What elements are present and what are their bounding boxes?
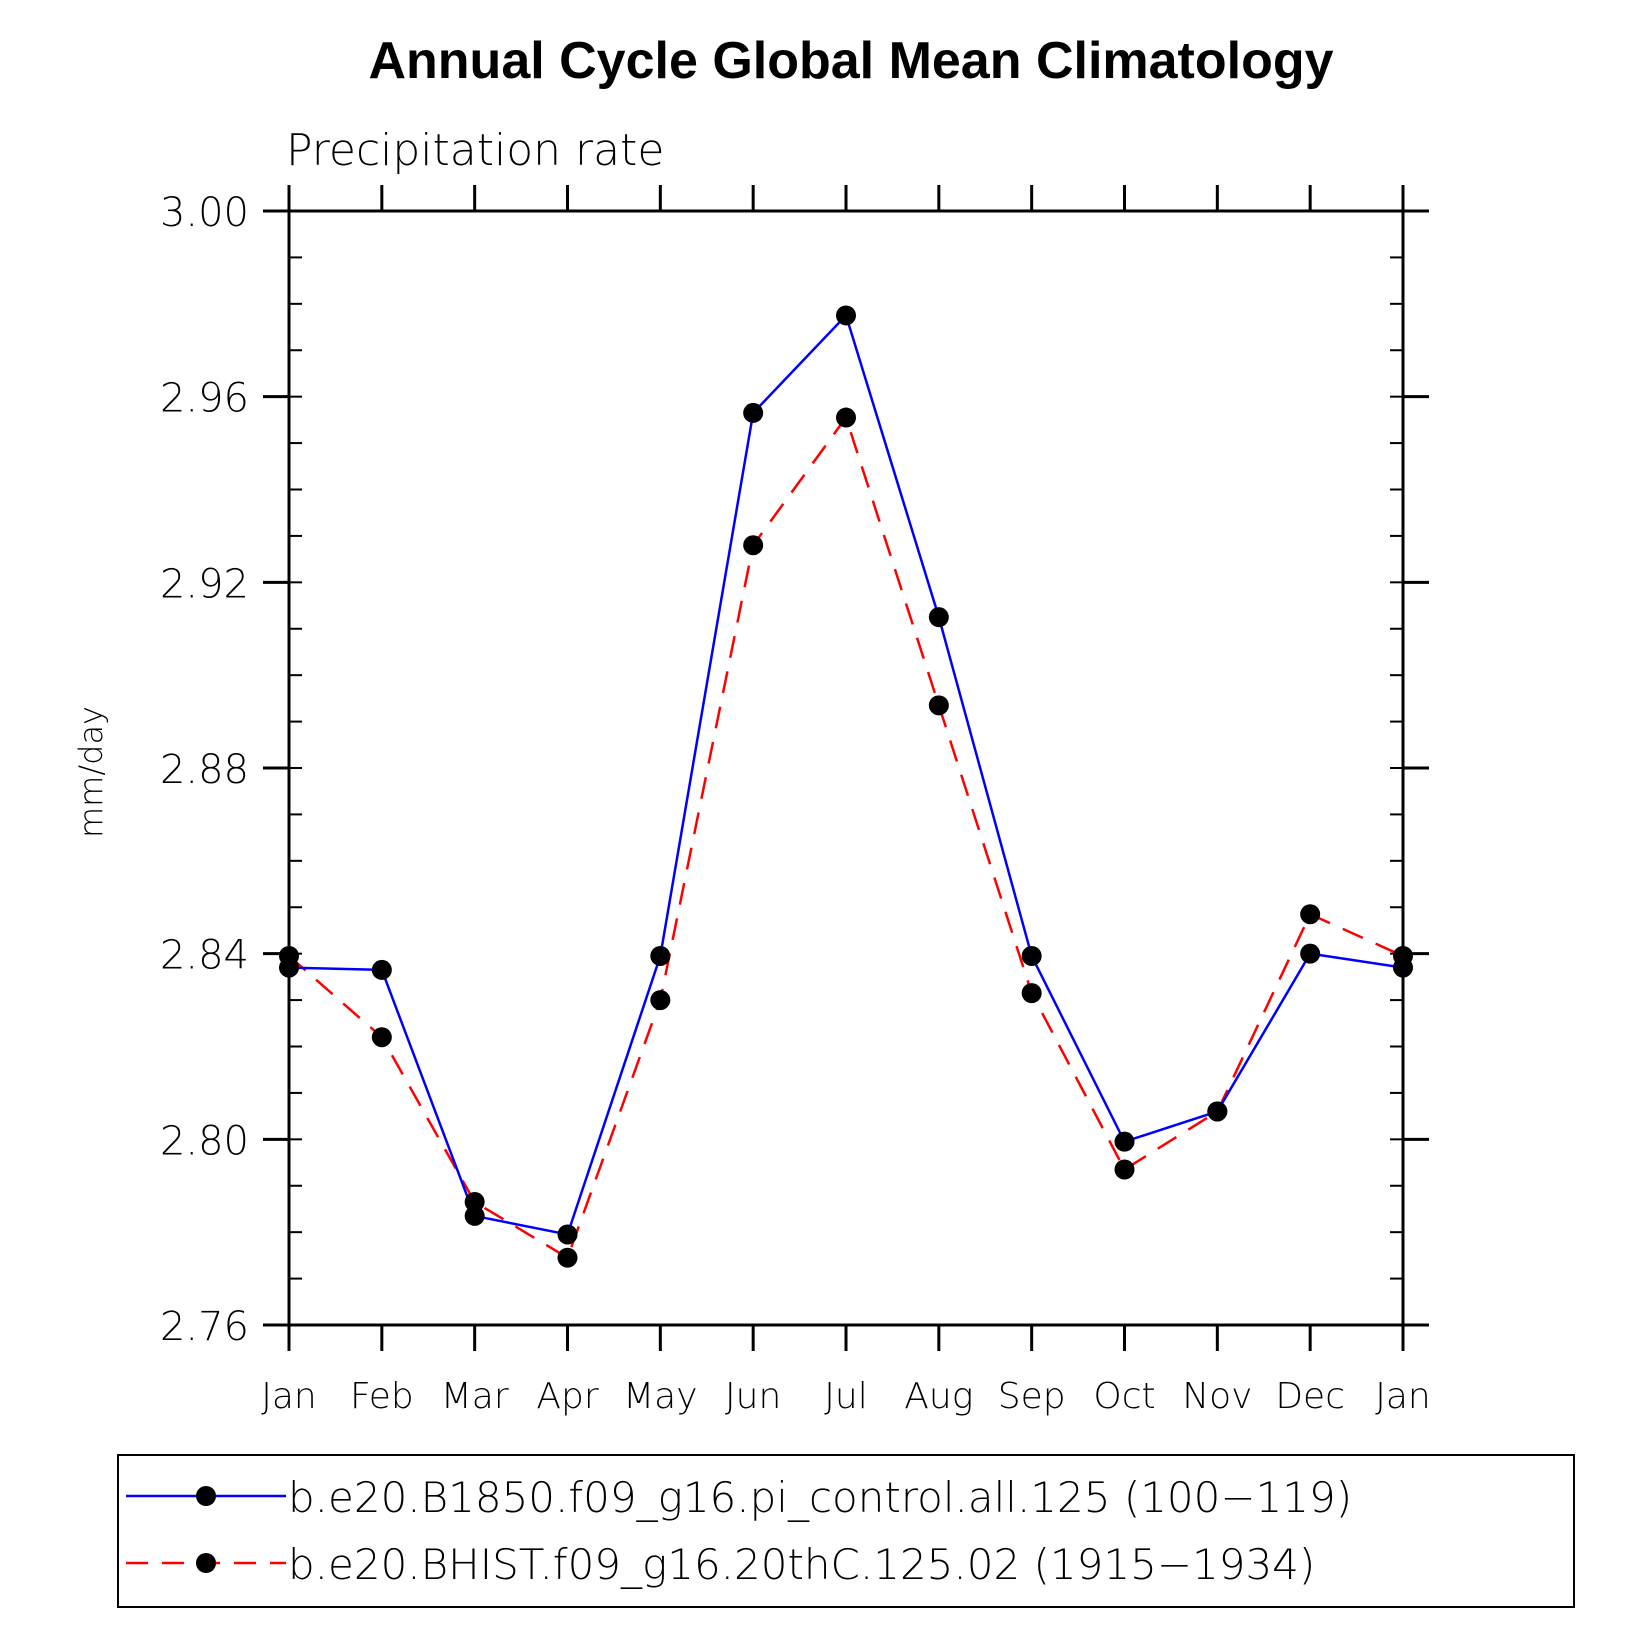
y-axis-label: mm/day [72, 706, 110, 838]
legend-label-control: b.e20.B1850.f09_g16.pi_control.all.125 (… [288, 1473, 1352, 1522]
x-tick-label: Sep [998, 1376, 1066, 1417]
y-tick-label: 2.88 [160, 747, 249, 793]
data-point-series-0 [1021, 945, 1042, 966]
data-point-series-1 [557, 1247, 578, 1268]
data-point-series-0 [464, 1205, 485, 1226]
x-tick-label: Feb [350, 1376, 414, 1417]
data-point-series-0 [279, 957, 299, 978]
data-point-series-0 [1114, 1131, 1135, 1152]
data-point-series-1 [464, 1191, 485, 1212]
data-point-series-0 [1393, 957, 1413, 978]
legend-marker-hist [196, 1553, 216, 1573]
x-tick-label: May [623, 1376, 697, 1417]
y-tick-label: 2.96 [160, 376, 249, 422]
data-point-series-0 [1300, 943, 1321, 964]
y-tick-label: 2.80 [160, 1118, 249, 1164]
chart-subtitle: Precipitation rate [286, 125, 664, 176]
data-point-series-0 [557, 1224, 578, 1245]
x-tick-label: Jul [824, 1376, 867, 1417]
legend-label-hist: b.e20.BHIST.f09_g16.20thC.125.02 (1915−1… [288, 1540, 1315, 1589]
data-point-series-1 [1300, 904, 1321, 925]
data-point-series-1 [1021, 983, 1042, 1004]
y-tick-label: 2.92 [160, 561, 249, 607]
data-point-series-1 [650, 990, 671, 1011]
y-tick-label: 2.84 [160, 933, 249, 979]
x-tick-label: Jan [1375, 1376, 1431, 1417]
y-tick-labels: 2.76 2.80 2.84 2.88 2.92 2.96 3.00 [160, 190, 249, 1350]
data-point-series-1 [836, 407, 856, 428]
data-point-series-0 [650, 945, 671, 966]
legend-item-hist: b.e20.BHIST.f09_g16.20thC.125.02 (1915−1… [126, 1540, 1315, 1589]
series-line-1 [288, 414, 1404, 1260]
plot-frame [287, 209, 1405, 1327]
chart-title: Annual Cycle Global Mean Climatology [368, 32, 1333, 90]
data-point-series-0 [743, 402, 764, 423]
x-tick-labels: Jan Feb Mar Apr May Jun Jul Aug Sep Oct Nov Dec Jan [261, 1376, 1431, 1417]
series-layer [279, 305, 1413, 1268]
x-tick-label: Dec [1275, 1376, 1345, 1417]
x-tick-label: Jun [725, 1376, 781, 1417]
series-line-0 [288, 313, 1404, 1236]
y-tick-label: 3.00 [160, 190, 249, 236]
x-tick-label: Jan [261, 1376, 317, 1417]
axis-ticks [263, 185, 1429, 1351]
data-point-series-1 [371, 1027, 392, 1048]
data-point-series-0 [371, 959, 392, 980]
data-point-series-0 [836, 305, 856, 326]
y-tick-label: 2.76 [160, 1304, 249, 1350]
data-point-series-1 [1114, 1159, 1135, 1180]
legend-marker-control [196, 1486, 216, 1506]
legend-box [117, 1454, 1575, 1608]
data-point-series-1 [928, 695, 949, 716]
x-tick-label: Nov [1182, 1376, 1252, 1417]
x-tick-label: Oct [1093, 1376, 1155, 1417]
legend-item-control: b.e20.B1850.f09_g16.pi_control.all.125 (… [126, 1473, 1352, 1522]
data-point-series-1 [743, 535, 764, 556]
data-point-series-0 [1207, 1101, 1228, 1122]
x-tick-label: Mar [441, 1376, 509, 1417]
x-tick-label: Apr [536, 1376, 598, 1417]
data-point-series-0 [928, 607, 949, 628]
x-tick-label: Aug [904, 1376, 973, 1417]
